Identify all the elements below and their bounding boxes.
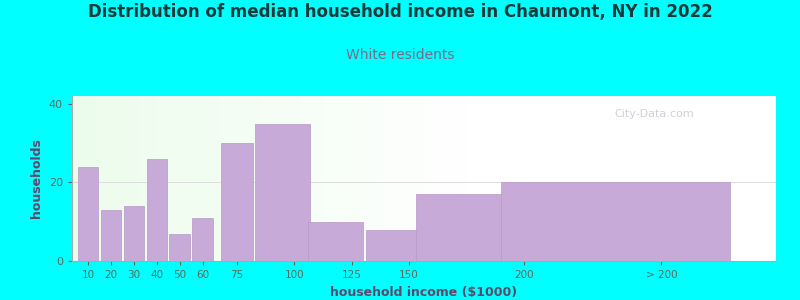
- Bar: [501, 182, 730, 261]
- Text: Distribution of median household income in Chaumont, NY in 2022: Distribution of median household income …: [88, 3, 712, 21]
- Text: City-Data.com: City-Data.com: [614, 109, 694, 119]
- Bar: [170, 233, 190, 261]
- X-axis label: household income ($1000): household income ($1000): [330, 286, 518, 298]
- Bar: [78, 167, 98, 261]
- Bar: [366, 230, 421, 261]
- Text: White residents: White residents: [346, 48, 454, 62]
- Bar: [308, 222, 363, 261]
- Y-axis label: households: households: [30, 139, 43, 218]
- Bar: [255, 124, 310, 261]
- Bar: [146, 159, 167, 261]
- Bar: [416, 194, 517, 261]
- Bar: [123, 206, 144, 261]
- Bar: [192, 218, 213, 261]
- Bar: [101, 210, 122, 261]
- Bar: [221, 143, 253, 261]
